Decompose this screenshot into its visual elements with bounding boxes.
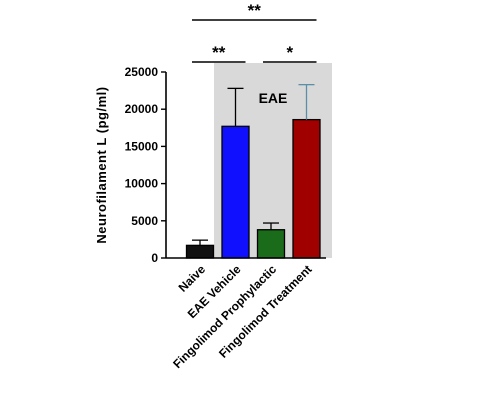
significance-label-2: *: [286, 43, 293, 62]
y-tick-label-4: 20000: [125, 102, 159, 116]
significance-brackets: **** *: [192, 1, 317, 63]
y-tick-label-3: 15000: [125, 139, 159, 153]
y-tick-label-1: 5000: [131, 214, 158, 228]
bar-1: [221, 125, 250, 259]
eae-region-label: EAE: [259, 90, 288, 106]
x-category-label-0: Naive: [176, 262, 209, 295]
y-tick-label-5: 25000: [125, 65, 159, 79]
bars-group: [185, 118, 321, 259]
error-bars-group: [192, 83, 315, 246]
bar-3: [292, 118, 321, 259]
y-axis-label: Neurofilament L (pg/ml): [94, 86, 109, 243]
bar-2: [256, 229, 286, 259]
y-tick-label-0: 0: [151, 251, 158, 265]
y-ticks-group: 0 5000 10000 15000 20000 25000: [125, 65, 166, 265]
bar-0: [185, 244, 215, 259]
y-tick-label-2: 10000: [125, 177, 159, 191]
significance-label-1: **: [212, 43, 226, 62]
significance-label-0: **: [248, 1, 262, 20]
